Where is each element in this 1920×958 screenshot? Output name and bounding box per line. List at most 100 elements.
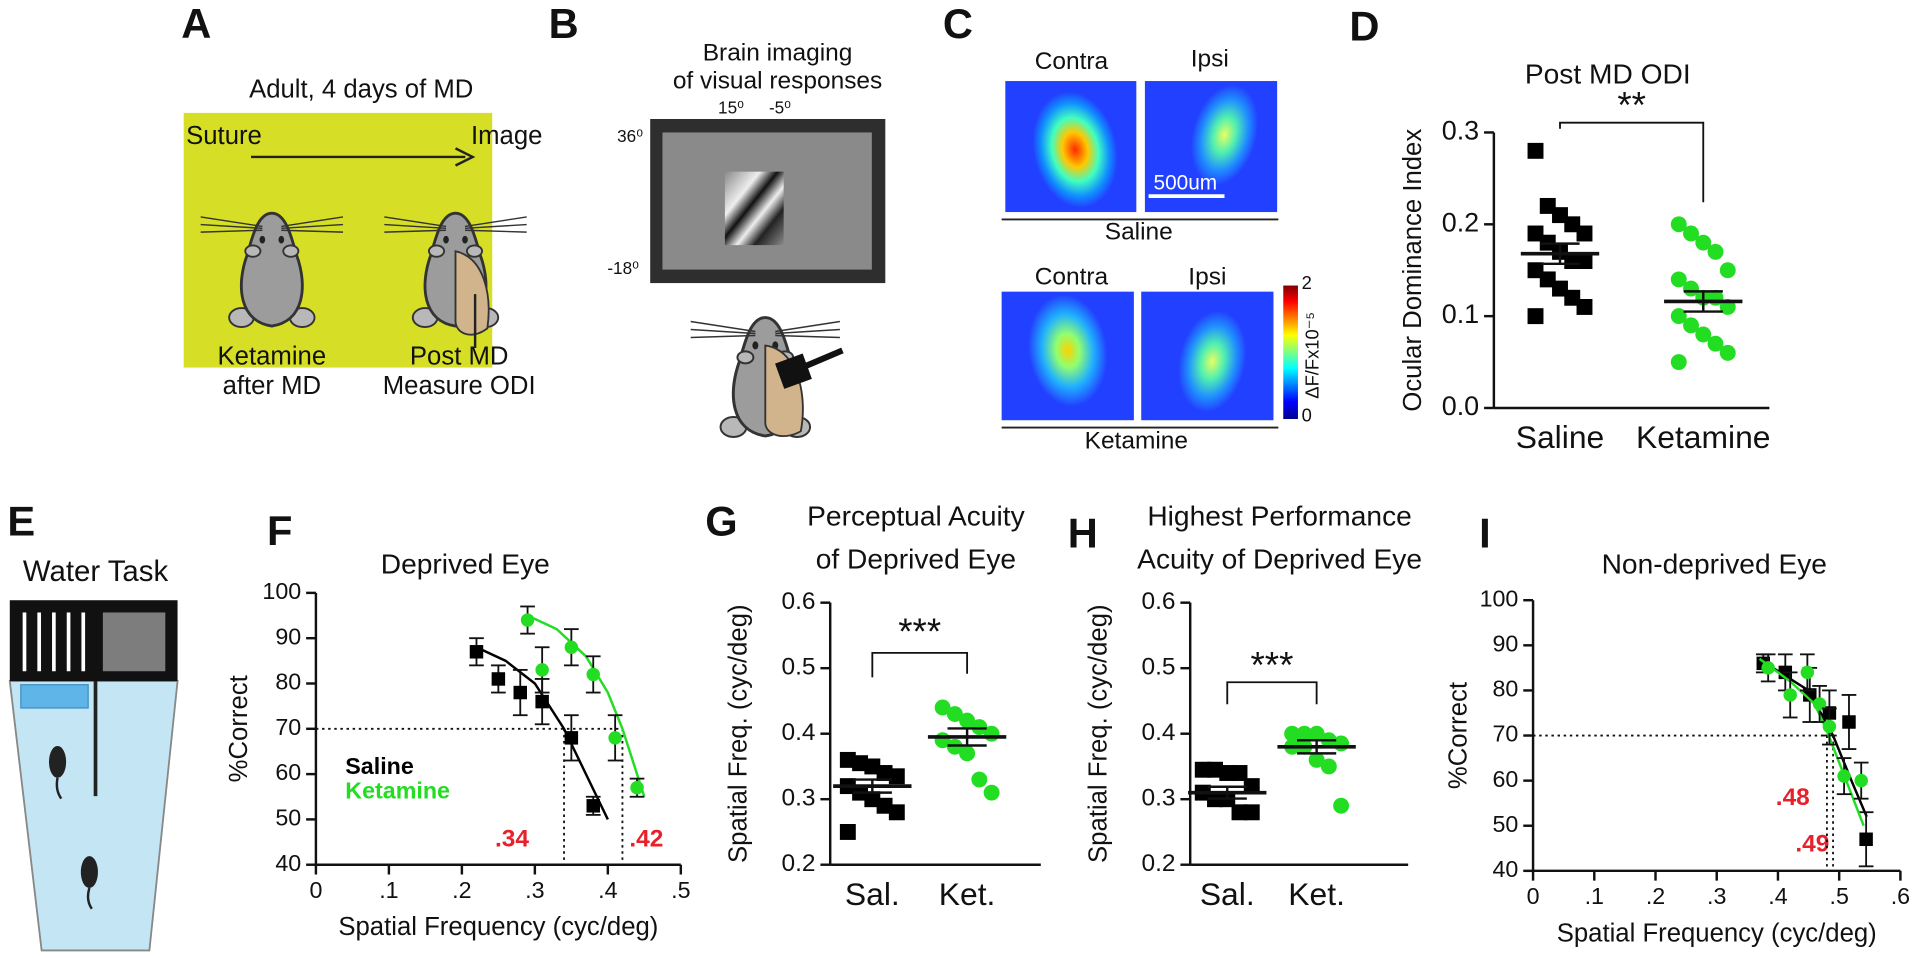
camera [775, 353, 812, 389]
legend-entry: Ketamine [345, 778, 450, 804]
point [1822, 719, 1837, 734]
x-tick-label: 0 [1527, 883, 1540, 909]
y-axis-label: Spatial Freq. (cyc/deg) [724, 604, 752, 863]
threshold-label: .49 [1795, 831, 1829, 858]
point [1194, 761, 1211, 778]
elevation-label: -18⁰ [607, 258, 639, 278]
y-tick-label: 0.6 [781, 588, 815, 615]
y-axis-label: %Correct [1444, 682, 1472, 789]
point [1539, 271, 1556, 288]
point [946, 706, 963, 722]
point [513, 685, 527, 700]
point [1219, 765, 1236, 781]
x-tick-label: .5 [1829, 883, 1848, 909]
point [864, 791, 881, 808]
point [1308, 725, 1325, 742]
panel-label: G [705, 497, 737, 544]
point [959, 712, 976, 729]
x-tick-label: Ket. [1288, 876, 1345, 912]
significance-bracket [1559, 121, 1705, 203]
scale-label: 500um [1154, 171, 1218, 194]
label: Image [471, 122, 542, 150]
point [608, 731, 622, 745]
chart-title: Deprived Eye [381, 548, 550, 579]
gray-screen [102, 612, 166, 672]
point [1539, 197, 1556, 214]
point [1842, 715, 1856, 729]
point [1761, 661, 1775, 675]
y-tick-label: 70 [1492, 721, 1518, 747]
significance: *** [898, 611, 941, 652]
x-tick-label: .2 [1646, 883, 1665, 909]
point [630, 780, 644, 795]
y-tick-label: 0.3 [781, 785, 815, 812]
title: Adult, 4 days of MD [249, 76, 473, 104]
point [1207, 761, 1223, 778]
point [1552, 207, 1568, 224]
response [1032, 91, 1118, 208]
point [971, 719, 988, 736]
point [1284, 725, 1301, 742]
point [1683, 225, 1699, 242]
point [1231, 765, 1248, 781]
point [1837, 769, 1851, 783]
significance: ** [1617, 85, 1646, 126]
x-tick-label: Saline [1516, 419, 1604, 455]
point [1707, 243, 1724, 260]
point [876, 797, 893, 814]
point [864, 758, 881, 775]
point [1695, 326, 1712, 343]
point [1564, 216, 1581, 233]
y-tick-label: 0.5 [781, 654, 815, 681]
point [1800, 665, 1815, 680]
response [1028, 294, 1108, 407]
colorbar [1283, 285, 1298, 419]
y-tick-label: 0.5 [1141, 654, 1175, 681]
panel-label: E [7, 497, 35, 544]
panel-label: C [943, 0, 973, 47]
x-tick-label: .3 [1707, 883, 1726, 909]
y-axis-label: Spatial Freq. (cyc/deg) [1084, 604, 1112, 863]
azimuth-label: 15⁰ [718, 98, 744, 118]
significance-bracket [871, 651, 969, 678]
y-tick-label: 50 [275, 805, 301, 831]
y-tick-label: 0.4 [781, 719, 815, 746]
fit-curve [527, 614, 646, 798]
point [1333, 797, 1350, 814]
panel-a: Adult, 4 days of MD Suture Image Ketamin… [183, 76, 542, 400]
caption: Post MD [410, 343, 509, 371]
title: of visual responses [673, 68, 882, 95]
point [1670, 216, 1687, 233]
chart-title: Perceptual Acuity [807, 501, 1025, 532]
point [1320, 758, 1337, 775]
elevation-label: 36⁰ [617, 126, 643, 146]
x-tick-label: .1 [1585, 883, 1604, 909]
y-tick-label: 100 [262, 578, 301, 604]
y-tick-label: 0.2 [1141, 850, 1175, 877]
point [1552, 280, 1568, 297]
x-tick-label: .5 [671, 877, 690, 903]
label: Suture [186, 122, 262, 150]
grating [22, 612, 86, 672]
point [1683, 317, 1699, 334]
point [1670, 354, 1687, 371]
platform [20, 684, 89, 709]
y-tick-label: 0.6 [1141, 588, 1175, 615]
y-tick-label: 50 [1492, 811, 1518, 837]
x-tick-label: 0 [309, 877, 322, 903]
point [1859, 832, 1873, 846]
point [586, 799, 600, 813]
x-tick-label: Sal. [1200, 876, 1255, 912]
point [1527, 308, 1544, 325]
arrow-head [454, 147, 476, 167]
x-tick-label: .4 [598, 877, 617, 903]
y-tick-label: 90 [1492, 630, 1518, 656]
point [1296, 725, 1313, 742]
point [946, 738, 963, 755]
camera-arm [800, 347, 844, 371]
response [1178, 310, 1247, 413]
caption: after MD [223, 372, 322, 400]
point [1243, 804, 1260, 821]
point [1854, 773, 1868, 788]
point [1333, 735, 1350, 752]
